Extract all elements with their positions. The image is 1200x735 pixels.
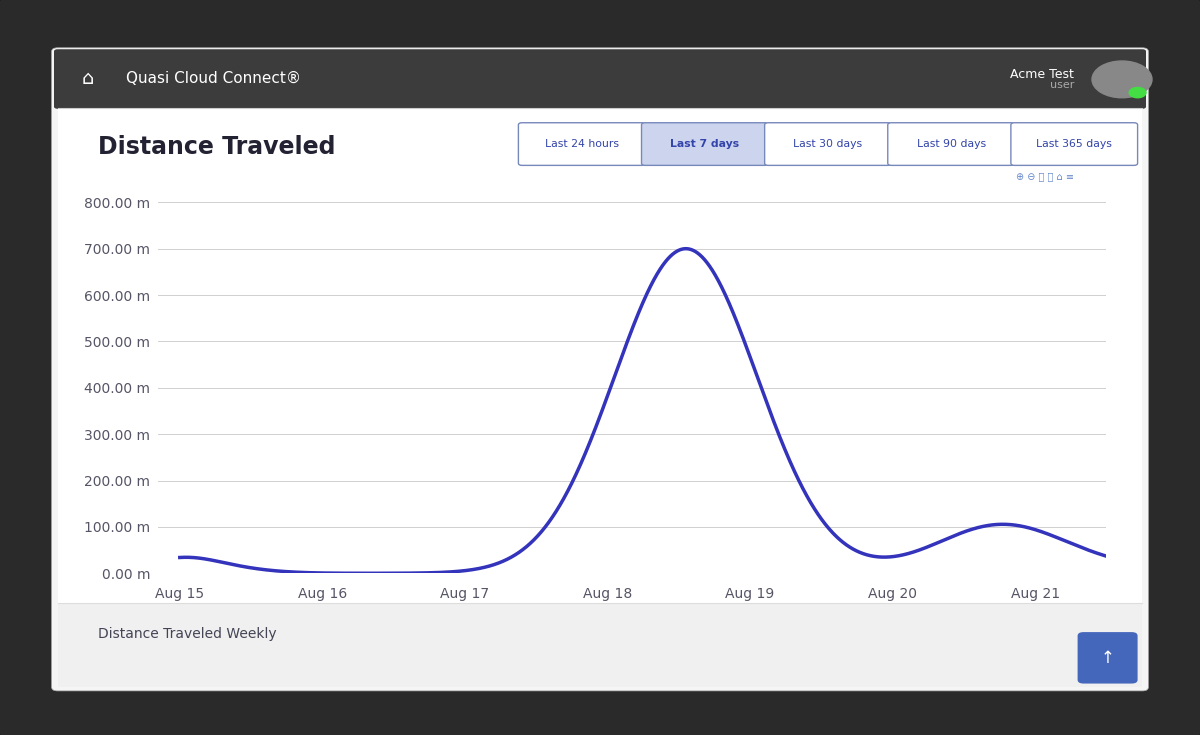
FancyBboxPatch shape <box>642 123 768 165</box>
FancyBboxPatch shape <box>54 49 1146 109</box>
Text: ↑: ↑ <box>1100 649 1115 667</box>
Text: Distance Traveled Weekly: Distance Traveled Weekly <box>98 627 277 642</box>
Text: Acme Test: Acme Test <box>1010 68 1074 81</box>
Text: Last 24 hours: Last 24 hours <box>545 139 619 149</box>
FancyBboxPatch shape <box>52 48 1148 691</box>
FancyBboxPatch shape <box>518 123 646 165</box>
Text: ⊕ ⊖ 🔍 ✋ ⌂ ≡: ⊕ ⊖ 🔍 ✋ ⌂ ≡ <box>1016 171 1074 182</box>
Text: user: user <box>1050 79 1074 90</box>
FancyBboxPatch shape <box>1078 632 1138 684</box>
FancyBboxPatch shape <box>1010 123 1138 165</box>
Text: Last 365 days: Last 365 days <box>1037 139 1112 149</box>
FancyBboxPatch shape <box>764 123 892 165</box>
Text: Quasi Cloud Connect®: Quasi Cloud Connect® <box>126 71 301 86</box>
FancyBboxPatch shape <box>58 603 1142 687</box>
Circle shape <box>1129 87 1146 98</box>
Text: Distance Traveled: Distance Traveled <box>98 135 336 159</box>
FancyBboxPatch shape <box>58 108 1142 687</box>
Text: ⌂: ⌂ <box>82 69 94 88</box>
FancyBboxPatch shape <box>888 123 1014 165</box>
Text: Last 7 days: Last 7 days <box>671 139 739 149</box>
Text: Last 90 days: Last 90 days <box>917 139 985 149</box>
Circle shape <box>1092 61 1152 98</box>
Text: Last 30 days: Last 30 days <box>793 139 863 149</box>
